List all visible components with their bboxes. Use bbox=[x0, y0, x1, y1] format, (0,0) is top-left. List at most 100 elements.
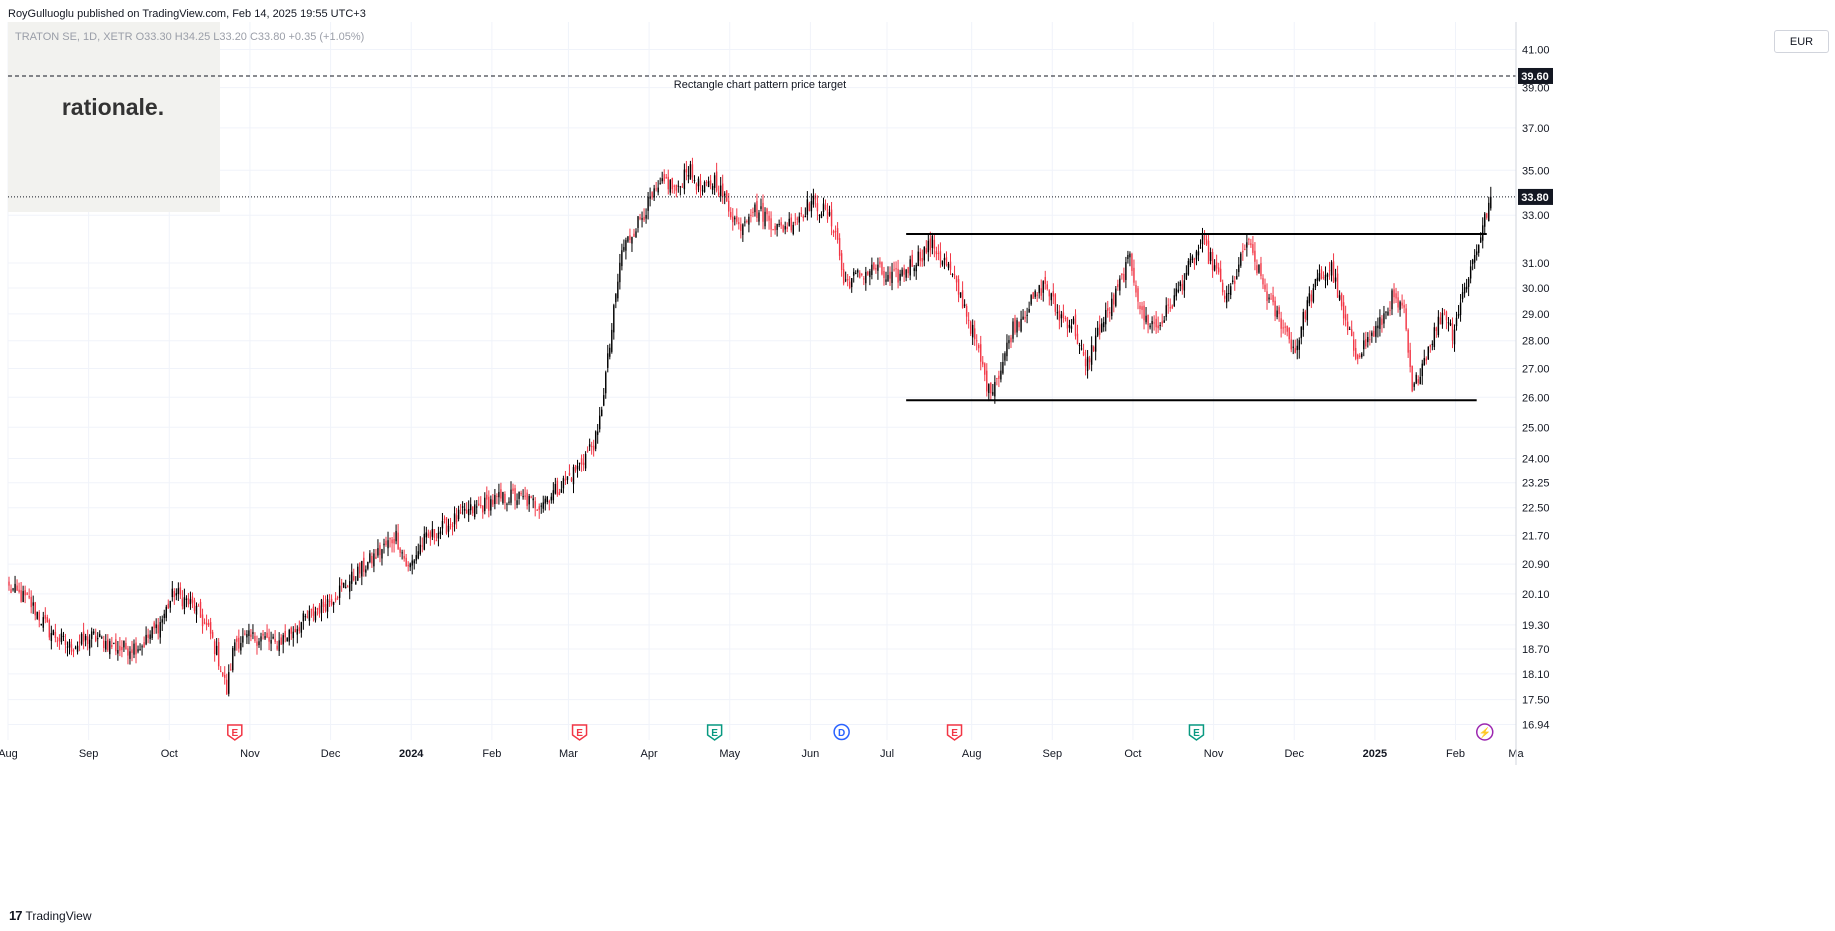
candle-body bbox=[544, 498, 546, 504]
candle-body bbox=[867, 271, 869, 275]
candle-body bbox=[736, 216, 738, 222]
candle-body bbox=[312, 606, 315, 616]
candle bbox=[911, 249, 913, 267]
candle-body bbox=[1395, 293, 1397, 299]
candle-body bbox=[1211, 251, 1214, 271]
candle bbox=[780, 217, 782, 229]
candle bbox=[1052, 283, 1055, 305]
candle-body bbox=[215, 645, 218, 656]
footer-brand[interactable]: 17 TradingView bbox=[9, 908, 92, 923]
candle-body bbox=[165, 606, 167, 618]
event-marker[interactable]: D bbox=[833, 723, 850, 741]
candle-body bbox=[205, 622, 208, 625]
candle-body bbox=[1121, 274, 1123, 276]
event-marker[interactable]: E bbox=[1188, 724, 1205, 741]
candle-body bbox=[772, 229, 774, 231]
candle-body bbox=[171, 588, 174, 598]
candle bbox=[1074, 309, 1077, 340]
candle-body bbox=[1244, 249, 1246, 251]
event-marker[interactable]: E bbox=[227, 724, 243, 741]
candle bbox=[1306, 296, 1309, 326]
candle-body bbox=[1052, 291, 1055, 297]
candle-body bbox=[258, 641, 260, 646]
time-tick-label: Feb bbox=[1446, 748, 1465, 760]
candle-body bbox=[1020, 318, 1022, 332]
price-tick-label: 21.70 bbox=[1522, 530, 1550, 542]
currency-selector[interactable]: EUR bbox=[1774, 30, 1829, 53]
candle bbox=[1284, 322, 1286, 335]
time-tick-label: 2024 bbox=[399, 748, 424, 760]
candle bbox=[268, 628, 270, 651]
candle-body bbox=[28, 596, 30, 598]
candle bbox=[391, 537, 393, 553]
candle-body bbox=[1302, 312, 1305, 330]
candle bbox=[1107, 300, 1109, 318]
candle bbox=[492, 494, 494, 507]
candle-body bbox=[1421, 363, 1423, 377]
candle-body bbox=[1094, 335, 1097, 352]
candle-body bbox=[278, 640, 280, 652]
candle-body bbox=[574, 465, 577, 472]
event-marker[interactable]: ⚡ bbox=[1476, 723, 1494, 741]
event-marker[interactable]: E bbox=[946, 724, 963, 741]
candle bbox=[576, 459, 579, 478]
candle-body bbox=[719, 185, 722, 197]
candle-body bbox=[1143, 305, 1145, 321]
candle bbox=[433, 529, 436, 545]
candle-body bbox=[157, 624, 159, 634]
candle-body bbox=[371, 555, 373, 564]
candle-body bbox=[1411, 365, 1413, 392]
candle-body bbox=[284, 631, 286, 638]
candle-body bbox=[183, 597, 186, 609]
candle-body bbox=[417, 551, 419, 559]
candle bbox=[1357, 353, 1359, 365]
candle bbox=[1155, 311, 1157, 334]
candle bbox=[790, 213, 792, 233]
candle-body bbox=[12, 588, 14, 590]
candle-body bbox=[423, 533, 426, 550]
candle-body bbox=[26, 593, 28, 595]
candle bbox=[1185, 265, 1188, 281]
candle bbox=[189, 591, 192, 610]
candle-body bbox=[1306, 300, 1309, 321]
candle-body bbox=[830, 209, 833, 227]
candle-body bbox=[1338, 295, 1341, 300]
candle-body bbox=[451, 525, 454, 527]
candle bbox=[693, 175, 696, 184]
candle-body bbox=[373, 553, 375, 567]
candle bbox=[1314, 278, 1317, 291]
candle-body bbox=[657, 187, 659, 193]
candle bbox=[1256, 259, 1258, 276]
candle-body bbox=[1207, 240, 1210, 264]
candle bbox=[1355, 339, 1357, 361]
candle bbox=[804, 207, 807, 218]
event-marker-label: E bbox=[711, 728, 718, 739]
candle bbox=[74, 645, 77, 650]
candle bbox=[1266, 283, 1268, 310]
candle-body bbox=[353, 575, 355, 581]
candle-body bbox=[486, 494, 488, 500]
candle bbox=[859, 270, 861, 279]
candle bbox=[639, 213, 641, 221]
candle bbox=[863, 276, 865, 286]
candle bbox=[865, 266, 867, 291]
candle bbox=[1413, 381, 1415, 391]
candle-body bbox=[457, 509, 460, 520]
candle bbox=[506, 502, 508, 512]
candle-body bbox=[649, 196, 651, 199]
candle bbox=[1173, 288, 1175, 308]
candle-body bbox=[592, 445, 595, 451]
candle bbox=[901, 267, 903, 277]
candle-body bbox=[453, 513, 456, 525]
event-marker[interactable]: E bbox=[571, 724, 588, 741]
event-marker[interactable]: E bbox=[706, 724, 723, 741]
candle-body bbox=[1292, 346, 1294, 348]
candle bbox=[274, 630, 276, 645]
candle bbox=[1361, 352, 1363, 359]
candle-body bbox=[500, 489, 502, 499]
candle bbox=[655, 181, 657, 192]
candle-body bbox=[572, 467, 575, 485]
candle-body bbox=[1330, 262, 1333, 276]
candle-body bbox=[913, 268, 915, 271]
